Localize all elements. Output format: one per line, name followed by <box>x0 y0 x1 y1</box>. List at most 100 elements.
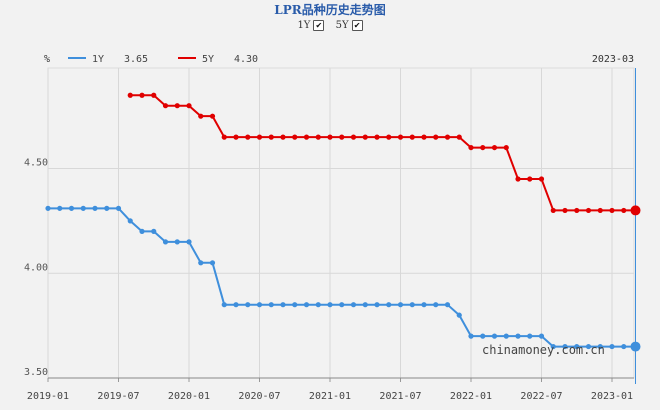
data-point-1y <box>292 302 298 308</box>
data-point-1y <box>139 228 145 234</box>
legend-name-1y: 1Y <box>92 54 104 65</box>
data-point-5y <box>245 134 251 140</box>
data-point-5y <box>480 144 486 151</box>
data-point-5y <box>585 207 592 214</box>
data-point-5y <box>233 134 239 140</box>
y-tick-label: 4.50 <box>24 158 48 169</box>
data-point-1y <box>350 302 357 308</box>
x-tick-label: 2022-01 <box>450 391 492 402</box>
data-point-1y <box>585 343 592 350</box>
data-point-5y <box>221 134 227 140</box>
data-point-1y <box>480 333 486 339</box>
data-point-1y <box>491 333 498 339</box>
data-point-5y <box>503 144 509 151</box>
x-tick-label: 2019-07 <box>97 391 139 402</box>
data-point-5y <box>374 134 380 140</box>
data-point-1y <box>256 302 263 308</box>
data-point-5y <box>527 176 533 182</box>
x-tick-label: 2021-01 <box>309 391 351 402</box>
data-point-1y <box>339 302 345 308</box>
series-line-5y <box>130 94 636 212</box>
checkbox-1y[interactable]: ✔ <box>313 20 325 31</box>
data-point-1y <box>162 239 169 245</box>
data-point-1y <box>245 302 251 308</box>
data-point-1y <box>409 302 415 308</box>
data-point-5y <box>538 176 545 182</box>
x-tick-label: 2019-01 <box>27 391 69 402</box>
data-point-5y <box>621 207 627 214</box>
data-point-5y <box>209 113 216 119</box>
toggle-5y[interactable]: 5Y ✔ <box>336 20 363 31</box>
data-point-1y <box>92 205 98 211</box>
data-point-5y <box>515 176 521 182</box>
data-point-5y <box>327 134 333 140</box>
legend-value-1y: 3.65 <box>124 54 148 65</box>
data-point-5y <box>127 92 133 98</box>
legend-name-5y: 5Y <box>202 54 214 65</box>
data-point-1y <box>621 343 627 350</box>
data-point-5y <box>397 134 404 140</box>
data-point-1y <box>374 302 380 308</box>
data-point-5y <box>151 92 157 98</box>
data-point-1y <box>550 343 556 350</box>
data-point-5y <box>186 103 192 109</box>
data-point-1y <box>151 228 157 234</box>
data-point-1y <box>315 302 321 308</box>
data-point-1y <box>433 302 439 308</box>
data-point-1y <box>515 333 521 339</box>
data-point-5y <box>609 207 615 214</box>
data-point-5y <box>339 134 345 140</box>
data-point-5y <box>562 207 568 214</box>
data-point-1y <box>57 205 63 211</box>
data-point-5y <box>444 134 451 140</box>
data-point-1y <box>503 333 509 339</box>
data-point-1y <box>303 302 310 308</box>
x-tick-label: 2022-07 <box>520 391 562 402</box>
data-point-5y <box>362 134 368 140</box>
data-point-5y <box>421 134 427 140</box>
checkbox-5y[interactable]: ✔ <box>351 20 363 31</box>
data-point-5y <box>574 207 580 214</box>
data-point-5y <box>433 134 439 140</box>
data-point-1y <box>609 343 615 350</box>
y-axis-unit: % <box>44 54 50 65</box>
data-point-1y <box>115 205 122 211</box>
data-point-1y <box>127 218 133 224</box>
data-point-1y <box>233 302 239 308</box>
data-point-1y <box>444 302 451 308</box>
data-point-5y <box>550 207 556 214</box>
data-point-5y <box>468 144 474 151</box>
data-point-1y <box>45 205 51 211</box>
data-point-1y <box>68 205 75 211</box>
data-point-5y <box>292 134 298 140</box>
data-point-5y <box>268 134 274 140</box>
data-point-5y <box>456 134 462 140</box>
data-point-5y <box>350 134 357 140</box>
data-point-5y <box>162 103 169 109</box>
chart-title: LPR品种历史走势图 <box>274 3 386 17</box>
data-point-5y <box>409 134 415 140</box>
toggle-1y[interactable]: 1Y ✔ <box>297 20 325 31</box>
data-point-1y <box>268 302 274 308</box>
data-point-5y <box>597 207 603 214</box>
data-point-1y <box>198 260 204 266</box>
data-point-5y <box>256 134 263 140</box>
data-point-1y <box>562 343 568 350</box>
data-point-5y <box>386 134 392 140</box>
data-point-5y <box>198 113 204 119</box>
x-tick-label: 2020-07 <box>238 391 280 402</box>
data-point-1y <box>527 333 533 339</box>
data-point-5y <box>174 103 180 109</box>
data-point-1y <box>280 302 286 308</box>
data-point-1y <box>386 302 392 308</box>
data-point-1y <box>209 260 216 266</box>
data-point-1y <box>421 302 427 308</box>
data-point-1y <box>597 343 603 350</box>
data-point-1y <box>456 312 462 318</box>
data-point-1y <box>221 302 227 308</box>
data-point-1y <box>362 302 368 308</box>
current-point-1y <box>630 341 641 352</box>
data-point-1y <box>186 239 192 245</box>
watermark: chinamoney.com.cn <box>482 343 605 357</box>
current-point-5y <box>630 205 641 216</box>
